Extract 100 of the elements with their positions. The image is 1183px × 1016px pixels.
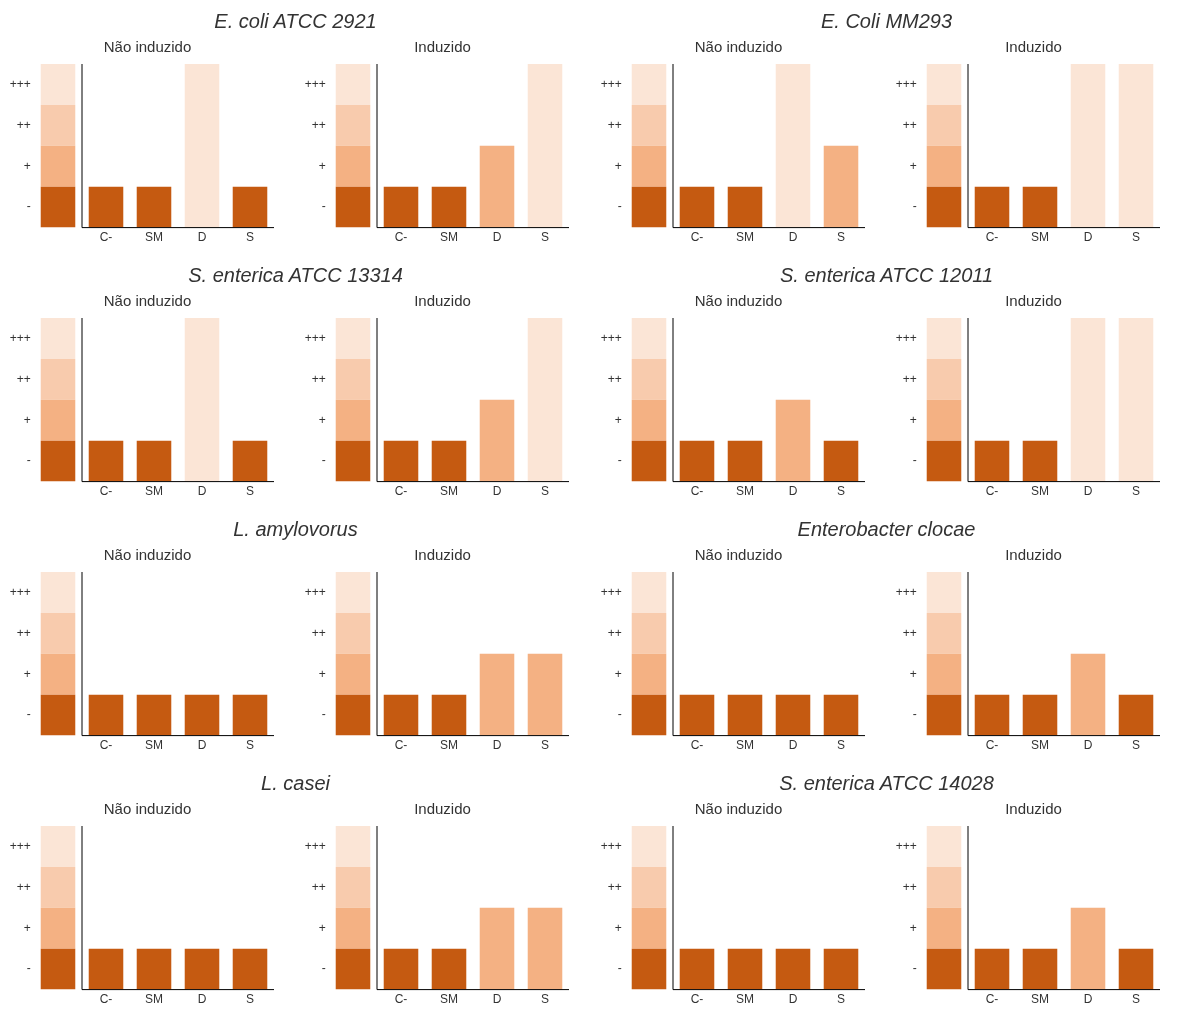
series-label: +: [23, 412, 31, 427]
chart-subtitle: Não induzido: [102, 799, 193, 819]
series-label: +++: [9, 838, 31, 853]
series-label: -: [912, 707, 917, 722]
bar: [631, 948, 667, 990]
bar: [926, 907, 962, 949]
x-tick-label: S: [836, 738, 846, 753]
x-tick-label: SM: [145, 992, 163, 1007]
x-tick-label: S: [245, 738, 255, 753]
bar: [631, 358, 667, 400]
bar: [926, 104, 962, 146]
series-label: +++: [600, 76, 622, 91]
bar: [1070, 653, 1106, 736]
bar: [335, 186, 371, 228]
bar: [974, 694, 1010, 736]
bar: [631, 826, 667, 867]
bar: [40, 440, 76, 482]
bar: [40, 145, 76, 187]
bar: [40, 64, 76, 105]
x-tick-label: D: [1083, 738, 1093, 753]
chart-title: S. enterica ATCC 13314: [187, 263, 404, 288]
series-label: ++: [902, 117, 917, 132]
bar: [40, 653, 76, 695]
series-label: +++: [304, 76, 326, 91]
bar: [40, 866, 76, 908]
series-label: -: [617, 707, 622, 722]
x-tick-label: S: [836, 484, 846, 499]
chart-subtitle: Induzido: [1004, 545, 1063, 565]
x-tick-label: D: [788, 230, 798, 245]
bar: [40, 358, 76, 400]
bar: [184, 694, 220, 736]
series-label: -: [912, 453, 917, 468]
chart-title: L. casei: [260, 771, 332, 796]
bar: [727, 694, 763, 736]
bar: [335, 653, 371, 695]
x-tick-label: C-: [99, 230, 113, 245]
bar: [40, 694, 76, 736]
bar: [527, 907, 563, 990]
bar: [40, 612, 76, 654]
series-label: -: [321, 453, 326, 468]
x-tick-label: C-: [394, 992, 408, 1007]
bar: [926, 653, 962, 695]
x-tick-label: SM: [1031, 230, 1049, 245]
bar: [926, 318, 962, 359]
series-label: -: [617, 961, 622, 976]
x-tick-label: S: [540, 484, 550, 499]
bar: [136, 186, 172, 228]
bar: [1070, 64, 1106, 228]
bar: [926, 866, 962, 908]
x-tick-label: SM: [440, 738, 458, 753]
bar: [974, 440, 1010, 482]
series-label: ++: [311, 879, 326, 894]
bar: [926, 826, 962, 867]
bar: [1022, 694, 1058, 736]
bar: [727, 440, 763, 482]
x-tick-label: SM: [145, 230, 163, 245]
bar: [631, 907, 667, 949]
x-tick-label: D: [788, 992, 798, 1007]
series-label: ++: [607, 117, 622, 132]
bar: [823, 948, 859, 990]
chart-subtitle: Induzido: [1004, 37, 1063, 57]
x-tick-label: D: [788, 484, 798, 499]
x-tick-label: SM: [736, 484, 754, 499]
chart-subtitle: Induzido: [413, 545, 472, 565]
chart-title: E. Coli MM293: [819, 9, 954, 34]
x-tick-label: C-: [690, 230, 704, 245]
x-tick-label: D: [492, 230, 502, 245]
bar: [926, 145, 962, 187]
series-label: ++: [902, 625, 917, 640]
x-tick-label: SM: [440, 230, 458, 245]
bar: [679, 186, 715, 228]
series-label: +: [318, 666, 326, 681]
chart-subtitle: Induzido: [413, 799, 472, 819]
x-tick-label: C-: [985, 230, 999, 245]
bar: [1022, 948, 1058, 990]
chart-subtitle: Induzido: [1004, 799, 1063, 819]
bar: [232, 186, 268, 228]
bar: [383, 440, 419, 482]
x-tick-label: SM: [1031, 738, 1049, 753]
chart-title: E. coli ATCC 2921: [213, 9, 378, 34]
series-label: ++: [16, 625, 31, 640]
bar: [335, 145, 371, 187]
series-label: ++: [311, 371, 326, 386]
bar: [431, 186, 467, 228]
bar: [136, 694, 172, 736]
chart-title: S. enterica ATCC 12011: [778, 263, 995, 288]
series-label: +: [614, 920, 622, 935]
x-tick-label: SM: [736, 230, 754, 245]
x-tick-label: C-: [985, 484, 999, 499]
series-label: +++: [9, 584, 31, 599]
x-tick-label: C-: [690, 992, 704, 1007]
bar: [926, 948, 962, 990]
x-tick-label: SM: [440, 484, 458, 499]
bar: [40, 826, 76, 867]
bar: [823, 694, 859, 736]
series-label: -: [321, 199, 326, 214]
x-tick-label: SM: [1031, 484, 1049, 499]
bar: [335, 826, 371, 867]
bar: [775, 694, 811, 736]
series-label: -: [617, 199, 622, 214]
